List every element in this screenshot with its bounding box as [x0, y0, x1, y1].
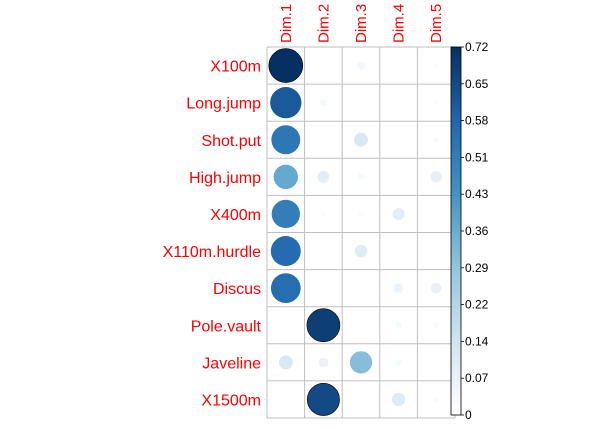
cell-circle-javeline-dim3 [349, 351, 373, 374]
column-label: Dim.5 [428, 4, 445, 43]
cell-circle-discus-dim3 [358, 286, 364, 291]
cell-circle-high-jump-dim3 [357, 173, 365, 181]
column-labels: Dim.1 Dim.2 Dim.3 Dim.4 Dim.5 [278, 4, 445, 43]
row-label: High.jump [189, 170, 261, 187]
row-label: Javeline [202, 355, 261, 372]
cell-circle-x110m-hurdle-dim1 [270, 236, 301, 267]
row-label: X110m.hurdle [163, 244, 262, 261]
cell-circle-x100m-dim3 [356, 61, 366, 70]
color-legend: 0 0.07 0.14 0.22 0.29 0.36 0.43 0.51 0.58 0.65 0.7… [450, 40, 489, 422]
legend-tick-label: 0.14 [465, 334, 489, 348]
cell-circle-discus-dim1 [270, 273, 301, 304]
legend-tick-label: 0.65 [465, 77, 489, 91]
cell-circle-x400m-dim3 [358, 211, 364, 217]
cell-circle-x1500m-dim4 [391, 392, 406, 407]
cell-circle-x400m-dim4 [392, 207, 405, 220]
cell-circle-shot-put-dim5 [433, 136, 440, 143]
cell-circle-discus-dim4 [393, 283, 404, 294]
row-label: Pole.vault [191, 318, 262, 335]
cell-circle-javeline-dim5 [434, 360, 439, 365]
column-label: Dim.3 [353, 4, 370, 43]
legend-color-bar [450, 46, 462, 416]
cell-circle-x400m-dim2 [320, 211, 327, 217]
cell-circle-high-jump-dim5 [430, 171, 442, 183]
cell-circle-x100m-dim5 [433, 62, 440, 69]
cell-circle-javeline-dim1 [278, 355, 293, 370]
circle-markers [268, 48, 442, 416]
legend-tick-label: 0.43 [465, 187, 489, 201]
cell-circle-pole-vault-dim5 [433, 322, 440, 329]
column-label: Dim.1 [278, 4, 295, 43]
row-label: X400m [210, 207, 261, 224]
cell-circle-pole-vault-dim4 [395, 321, 403, 329]
cell-circle-x110m-hurdle-dim5 [434, 249, 439, 254]
cell-circle-long-jump-dim5 [433, 99, 440, 106]
legend-tick-label: 0.51 [465, 150, 489, 164]
legend-tick-label: 0.07 [465, 371, 489, 385]
cell-circle-x1500m-dim3 [358, 397, 364, 402]
column-label: Dim.2 [315, 4, 332, 43]
row-label: X1500m [201, 392, 261, 409]
cell-circle-x1500m-dim5 [433, 396, 440, 403]
cell-circle-shot-put-dim1 [271, 125, 301, 155]
legend-tick-label: 0.58 [465, 114, 489, 128]
cell-circle-discus-dim5 [430, 282, 442, 294]
cell-circle-long-jump-dim2 [319, 99, 327, 107]
row-label: Shot.put [201, 133, 261, 150]
row-label: Discus [213, 281, 261, 298]
cell-circle-x100m-dim2 [321, 63, 326, 68]
cell-circle-pole-vault-dim1 [283, 323, 288, 328]
cell-circle-high-jump-dim2 [317, 170, 330, 183]
column-label: Dim.4 [391, 4, 408, 43]
legend-tick-label: 0.29 [465, 261, 489, 275]
row-labels: X100m Long.jump Shot.put High.jump X400m X110… [163, 59, 262, 410]
legend-tick-label: 0.22 [465, 298, 489, 312]
cell-circle-x400m-dim1 [271, 199, 300, 229]
cell-circle-pole-vault-dim2 [306, 308, 341, 343]
row-label: Long.jump [186, 96, 261, 113]
cell-circle-shot-put-dim3 [354, 132, 368, 147]
cell-circle-x110m-hurdle-dim3 [354, 244, 368, 258]
cell-circle-long-jump-dim3 [358, 100, 364, 105]
cell-circle-high-jump-dim1 [273, 164, 298, 190]
cell-circle-javeline-dim4 [395, 358, 403, 366]
legend-tick-label: 0.72 [465, 40, 489, 54]
cell-circle-x1500m-dim2 [306, 382, 340, 416]
cell-circle-javeline-dim2 [318, 357, 329, 368]
cell-circle-x100m-dim1 [268, 48, 304, 83]
legend-tick-label: 0.36 [465, 224, 489, 238]
legend-tick-label: 0 [465, 408, 472, 422]
cell-circle-long-jump-dim1 [270, 87, 302, 119]
row-label: X100m [210, 59, 261, 76]
